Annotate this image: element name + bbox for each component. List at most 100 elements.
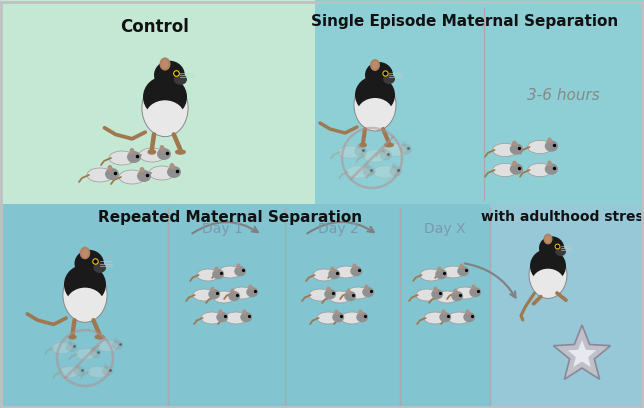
Ellipse shape [357,98,393,128]
Ellipse shape [334,310,339,315]
Polygon shape [0,204,644,408]
Ellipse shape [532,269,564,296]
Polygon shape [553,325,611,379]
Ellipse shape [160,58,171,71]
Ellipse shape [416,289,438,301]
Ellipse shape [93,262,106,273]
Ellipse shape [382,147,386,153]
Ellipse shape [332,312,344,322]
Ellipse shape [466,310,469,315]
Ellipse shape [109,151,135,165]
Ellipse shape [160,145,164,151]
Ellipse shape [435,269,447,279]
Ellipse shape [545,235,551,243]
Ellipse shape [345,291,356,301]
Ellipse shape [66,288,104,319]
Ellipse shape [437,266,442,272]
Ellipse shape [218,310,223,315]
Ellipse shape [453,288,458,294]
Ellipse shape [129,148,135,154]
Text: Single Episode Maternal Separation: Single Episode Maternal Separation [312,14,619,29]
Ellipse shape [379,150,392,160]
Ellipse shape [197,269,219,281]
Ellipse shape [510,163,523,175]
Ellipse shape [355,76,395,114]
Ellipse shape [142,80,188,137]
Ellipse shape [545,163,558,175]
Ellipse shape [372,61,378,69]
Ellipse shape [137,170,151,182]
Ellipse shape [114,338,118,343]
Ellipse shape [174,74,187,85]
Ellipse shape [102,366,113,376]
Ellipse shape [75,250,104,277]
Ellipse shape [167,166,181,178]
Ellipse shape [424,312,446,324]
Ellipse shape [66,342,77,352]
Ellipse shape [149,166,175,180]
Ellipse shape [436,291,458,303]
Ellipse shape [545,140,558,152]
Ellipse shape [510,143,523,155]
Ellipse shape [347,287,369,299]
Ellipse shape [341,312,363,324]
Ellipse shape [365,163,369,169]
Ellipse shape [242,310,247,315]
Ellipse shape [162,60,168,69]
Ellipse shape [213,269,224,279]
Ellipse shape [309,289,331,301]
Ellipse shape [64,264,106,304]
Ellipse shape [246,287,258,297]
Ellipse shape [60,366,80,377]
Ellipse shape [457,266,469,276]
Ellipse shape [329,291,351,303]
Ellipse shape [328,269,340,279]
Ellipse shape [228,291,240,301]
Ellipse shape [399,144,412,155]
Ellipse shape [105,168,119,180]
Ellipse shape [555,247,566,256]
Ellipse shape [68,340,72,345]
Ellipse shape [75,348,97,359]
Ellipse shape [201,312,223,324]
Polygon shape [490,204,644,408]
Ellipse shape [357,143,361,149]
Ellipse shape [82,249,88,257]
Ellipse shape [354,146,367,157]
Ellipse shape [354,79,396,131]
Ellipse shape [365,62,393,88]
Text: Day 2: Day 2 [317,222,358,236]
Ellipse shape [139,148,165,162]
Ellipse shape [249,284,252,290]
Ellipse shape [433,286,438,292]
Ellipse shape [112,340,123,350]
Ellipse shape [324,289,336,299]
Ellipse shape [363,166,375,177]
Ellipse shape [157,148,171,160]
Ellipse shape [512,160,517,166]
Text: Control: Control [120,18,189,36]
Ellipse shape [108,165,113,171]
Ellipse shape [147,149,156,155]
Ellipse shape [493,163,517,177]
Ellipse shape [87,168,113,182]
Ellipse shape [390,166,402,177]
Ellipse shape [346,288,350,294]
Ellipse shape [431,289,443,299]
Ellipse shape [469,287,481,297]
Ellipse shape [493,143,517,157]
Text: Day 1: Day 1 [202,222,242,236]
Ellipse shape [346,166,370,178]
Ellipse shape [216,312,228,322]
Ellipse shape [145,100,185,133]
Ellipse shape [140,167,144,173]
Ellipse shape [370,59,380,71]
Ellipse shape [448,312,470,324]
Ellipse shape [439,312,451,322]
Ellipse shape [547,160,552,166]
Ellipse shape [219,266,241,278]
Ellipse shape [362,287,374,297]
Ellipse shape [335,266,357,278]
Ellipse shape [104,364,108,369]
Ellipse shape [240,312,252,322]
